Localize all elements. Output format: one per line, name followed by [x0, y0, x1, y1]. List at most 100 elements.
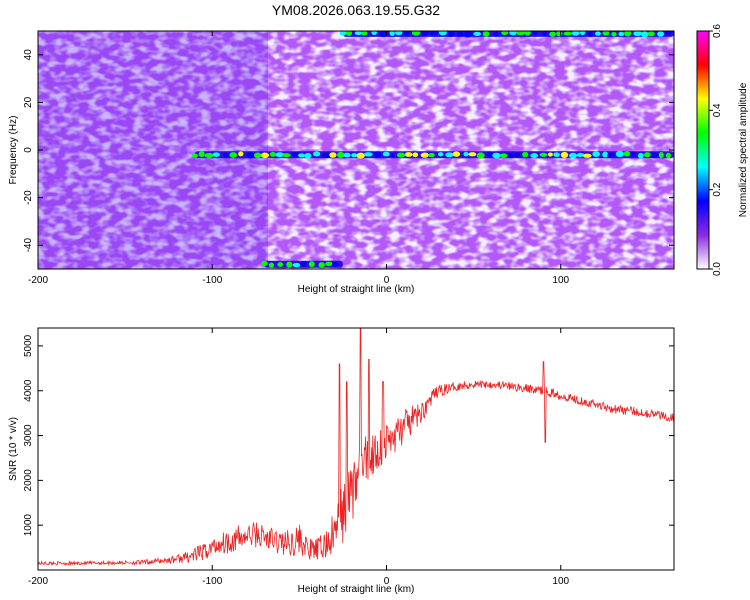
colorbar-fill [697, 31, 709, 269]
spectrogram-ytick-label: -20 [23, 190, 34, 205]
spectrogram-tone-blob [595, 31, 601, 36]
spectrogram-tone-blob [624, 31, 632, 37]
spectrogram-tone-blob [582, 153, 592, 158]
snr-panel: -200 -100 0 100 1000 2000 3000 4000 5000 Height… [8, 327, 675, 595]
snr-ytick-label: 2000 [23, 469, 34, 492]
spectrogram-tone-blob [549, 31, 556, 37]
spectrogram-tone-blob [286, 261, 293, 268]
snr-frame [37, 327, 675, 571]
spectrogram-tone-blob [463, 151, 469, 157]
spectrogram-tone-blob [579, 31, 586, 36]
colorbar-frame [696, 30, 710, 270]
spectrogram-tone-blob [254, 152, 262, 159]
spectrogram-tone-blob [592, 151, 600, 157]
spectrogram-tone-blob [246, 152, 255, 159]
spectrogram-tone-blob [318, 262, 325, 268]
spectrogram-tone-blob [371, 31, 377, 36]
spectrogram-tone-blob [204, 152, 214, 159]
spectrogram-tone-blob [493, 32, 499, 37]
spectrogram-tone-blob [229, 152, 238, 158]
spectrogram-tone-blob [261, 260, 268, 266]
spectrogram-tone-blob [560, 151, 569, 159]
spectrogram-tone-blob [500, 153, 508, 159]
colorbar-tick-label: 0.4 [712, 103, 723, 117]
spectrogram-tone-blob [429, 31, 439, 36]
spectrogram-tone-blob [514, 152, 521, 158]
spectrogram-tone-blob [339, 31, 347, 36]
spectrogram-tone-blob [297, 153, 306, 158]
spectrogram-tone-blob [482, 31, 490, 37]
spectrogram-tone-blob [615, 150, 624, 158]
spectrogram-tone-blob [647, 31, 655, 37]
snr-xtick-label: 100 [552, 576, 569, 587]
spectrogram-tone-blob [563, 31, 572, 36]
spectrogram-tone-blob [356, 152, 365, 159]
spectrogram-tone-blob [508, 153, 514, 159]
spectrogram-tone-blob [516, 31, 526, 36]
figure-title: YM08.2026.063.19.55.G32 [271, 2, 441, 18]
spectrogram-tone-blob [411, 31, 421, 36]
spectrogram-tone-blob [664, 31, 672, 36]
spectrogram-tone-blob [658, 151, 664, 159]
spectrogram-tone-blob [260, 152, 270, 159]
spectrogram-tone-blob [437, 152, 444, 157]
snr-ytick-label: 5000 [23, 334, 34, 357]
spectrogram-tone-blob [611, 32, 617, 37]
colorbar-tick-label: 0.0 [712, 262, 723, 276]
spectrogram-tone-blob [428, 153, 435, 158]
spectrogram-tone-blob [304, 152, 312, 159]
spectrogram-tone-blob [345, 31, 353, 36]
spectrogram-tone-blob [524, 31, 531, 36]
spectrogram-tone-blob [222, 152, 229, 158]
spectrogram-tone-blob [198, 151, 205, 158]
spectrogram-tone-blob [269, 151, 276, 157]
spectrogram-tone-blob [191, 153, 198, 158]
spectrogram-tone-blob [389, 153, 396, 158]
spectrogram-tone-blob [354, 31, 362, 36]
colorbar: 0.0 0.2 0.4 0.6 Normalized spectral amplitu… [696, 24, 749, 276]
spectrogram-tone-blob [629, 151, 637, 157]
spectrogram-tone-blob [637, 152, 644, 159]
spectrogram-tone-blob [373, 151, 382, 158]
spectrogram-tone-blob [547, 152, 553, 157]
spectrogram-tone-blob [657, 31, 665, 37]
spectrogram-tone-blob [542, 31, 548, 36]
spectrogram-tone-blob [522, 151, 529, 158]
colorbar-tick-label: 0.6 [712, 24, 723, 38]
spectrogram-tone-blob [396, 152, 406, 158]
spectrogram-tone-blob [412, 152, 419, 158]
spectrogram-xlabel: Height of straight line (km) [298, 284, 415, 295]
snr-xtick-label: 0 [384, 576, 390, 587]
spectrogram-tone-blob [602, 151, 609, 158]
spectrogram-tone-blob [456, 31, 464, 37]
spectrogram-tone-blob [308, 261, 315, 268]
snr-xtick-label: -200 [28, 576, 48, 587]
spectrogram-tone-blob [476, 152, 485, 159]
spectrogram-tone-blob [300, 261, 308, 267]
spectrogram-tone-blob [650, 152, 659, 159]
spectrogram-tone-blob [282, 153, 291, 158]
spectrogram-ylabel: Frequency (Hz) [8, 116, 19, 185]
spectrogram-tone-blob [492, 152, 501, 159]
spectrogram-tone-blob [322, 152, 331, 159]
spectrogram-tone-blob [640, 31, 649, 38]
spectrogram-tone-blob [404, 152, 413, 157]
spectrogram-tone-blob [531, 31, 538, 36]
snr-xtick-label: -100 [202, 576, 222, 587]
spectrogram-tone-blob [291, 152, 300, 157]
spectrogram-noise-texture [38, 31, 674, 269]
spectrogram-tone-blob [312, 151, 321, 157]
spectrogram-xtick-label: -100 [202, 275, 222, 286]
spectrogram-tone-blob [351, 153, 358, 158]
spectrogram-tone-blob [487, 151, 493, 158]
spectrogram-tone-blob [382, 151, 390, 157]
spectrogram-tone-blob [602, 31, 610, 36]
spectrogram-tone-blob [379, 31, 389, 38]
spectrogram-tone-blob [468, 152, 477, 157]
spectrogram-tone-blob [363, 152, 373, 157]
snr-xlabel: Height of straight line (km) [298, 584, 415, 595]
spectrogram-tone-blob [420, 152, 429, 158]
spectrogram-tone-blob [633, 31, 642, 37]
spectrogram-tone-blob [644, 152, 651, 158]
